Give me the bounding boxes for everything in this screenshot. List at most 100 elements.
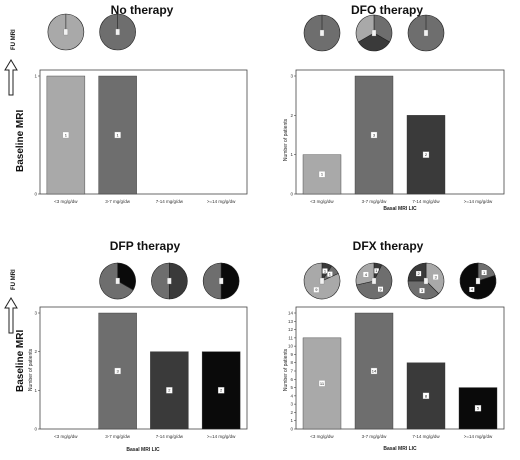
- data-label: 1: [321, 172, 324, 177]
- y-axis-label: Number of patients: [28, 348, 34, 391]
- x-tick-label: 7-14 mg/g/dw: [412, 199, 440, 204]
- baseline-mri-label-top: Baseline MRI: [15, 110, 26, 172]
- pie-slice: [358, 32, 390, 52]
- x-tick-label: 7-14 mg/g/dw: [156, 199, 184, 204]
- x-ticks: <3 mg/g/dw 3-7 mg/g/dw 7-14 mg/g/dw >=14 mg…: [310, 434, 493, 439]
- pie-center-marker: [218, 277, 224, 285]
- x-tick-label: <3 mg/g/dw: [54, 199, 78, 204]
- data-label: 8: [425, 393, 428, 398]
- data-label-box: [318, 380, 326, 387]
- pie-center-marker: [371, 29, 377, 37]
- pie-center-marker: [371, 277, 377, 285]
- y-tick-label: 2: [290, 410, 293, 415]
- pie-label-box: [419, 288, 425, 294]
- pie-label: 4: [471, 287, 474, 292]
- data-label-box: [474, 405, 482, 412]
- y-tick-label: 1: [290, 418, 293, 423]
- data-label-box: [62, 131, 70, 139]
- pie-label-box: [469, 286, 475, 292]
- panel-dfo-therapy: DFO therapy Number of patients 132 0123 …: [283, 3, 505, 212]
- pie-label: 3: [421, 288, 424, 293]
- pie-center-marker: [115, 277, 120, 285]
- data-label-box: [114, 131, 121, 139]
- x-tick-label: 3-7 mg/g/dw: [362, 434, 388, 439]
- x-tick-label: 7-14 mg/g/dw: [412, 434, 440, 439]
- pie-slice: [151, 262, 170, 300]
- data-label-box: [370, 131, 378, 139]
- x-tick-label: <3 mg/g/dw: [310, 434, 334, 439]
- data-label-box: [166, 387, 173, 394]
- pie-label-box: [433, 274, 439, 280]
- pie-label: 2: [418, 271, 421, 276]
- x-ticks: <3 mg/g/dw 3-7 mg/g/dw 7-14 mg/g/dw >=14 mg…: [54, 434, 236, 439]
- y-tick-label: 13: [288, 319, 294, 324]
- y-tick-label: 5: [290, 385, 293, 390]
- x-axis-label: Basal MRI LIC: [383, 206, 417, 212]
- pie-center-marker: [167, 277, 172, 285]
- y-tick-label: 0: [290, 427, 293, 432]
- bars: 11 14 8 5: [302, 312, 498, 430]
- data-label: 2: [220, 388, 223, 393]
- x-tick-label: 3-7 mg/g/dw: [105, 434, 131, 439]
- y-tick-label: 9: [290, 352, 293, 357]
- x-tick-label: >=14 mg/g/dw: [207, 199, 236, 204]
- y-ticks: 01: [34, 74, 40, 197]
- data-label: 3: [117, 368, 120, 373]
- pie-label: 3: [435, 274, 438, 279]
- pie-center-marker: [475, 277, 481, 285]
- data-label-box: [114, 367, 121, 375]
- panel-dfp-therapy: DFP therapy Number of patients 32 2 0123 …: [28, 239, 248, 453]
- data-label-box: [318, 171, 326, 178]
- bars: 1 3 2: [302, 75, 446, 195]
- y-ticks: 0 1 2 3: [34, 311, 40, 432]
- pie-label: 1: [375, 268, 378, 273]
- y-ticks: 0 1 2 3: [290, 74, 296, 197]
- x-axis-label: Basal MRI LIC: [383, 446, 417, 452]
- y-tick-label: 4: [290, 393, 293, 398]
- x-ticks: <3 mg/g/dw 3-7 mg/g/dw 7-14 mg/g/dw >=14 mg…: [54, 199, 236, 204]
- pie-label-box: [327, 271, 333, 277]
- y-tick-label: 0: [34, 192, 37, 197]
- data-label-box: [422, 151, 430, 158]
- up-arrow-icon-bottom: [4, 297, 18, 334]
- y-tick-label: 3: [34, 311, 37, 316]
- data-label: 2: [168, 388, 171, 393]
- x-tick-label: 3-7 mg/g/dw: [362, 199, 388, 204]
- pie-label: 9: [315, 287, 318, 292]
- y-tick-label: 1: [34, 388, 37, 393]
- pie-label: 1: [324, 268, 327, 273]
- data-label: 3: [373, 132, 376, 137]
- pie-label-box: [416, 271, 422, 277]
- pie-label-box: [363, 271, 369, 277]
- data-label: 11: [320, 381, 325, 386]
- panel-title: DFO therapy: [351, 3, 423, 17]
- y-tick-label: 6: [290, 377, 293, 382]
- panel-title: DFP therapy: [110, 239, 181, 253]
- pie-label: 4: [365, 272, 368, 277]
- pie-label-box: [373, 268, 379, 274]
- pie-center-marker: [115, 28, 120, 36]
- data-label: 2: [425, 152, 428, 157]
- x-tick-label: <3 mg/g/dw: [54, 434, 78, 439]
- follow-up-pies: [99, 262, 240, 300]
- pie-center-marker: [423, 29, 429, 37]
- pie-label: 1: [329, 271, 332, 276]
- y-tick-label: 7: [290, 369, 293, 374]
- y-tick-label: 10: [288, 344, 294, 349]
- pie-center-marker: [319, 277, 325, 285]
- data-label-box: [422, 392, 430, 400]
- pie-center-marker: [63, 28, 69, 36]
- pie-slice: [220, 262, 240, 300]
- follow-up-pies: [47, 13, 136, 51]
- pie-slice: [202, 262, 222, 300]
- y-tick-label: 12: [288, 327, 294, 332]
- bars: 3 2 2: [98, 312, 241, 430]
- pie-label-box: [481, 270, 487, 276]
- data-label-box: [217, 387, 225, 394]
- y-tick-label: 0: [290, 192, 293, 197]
- data-label: 1: [117, 132, 120, 137]
- pie-label-box: [313, 287, 319, 293]
